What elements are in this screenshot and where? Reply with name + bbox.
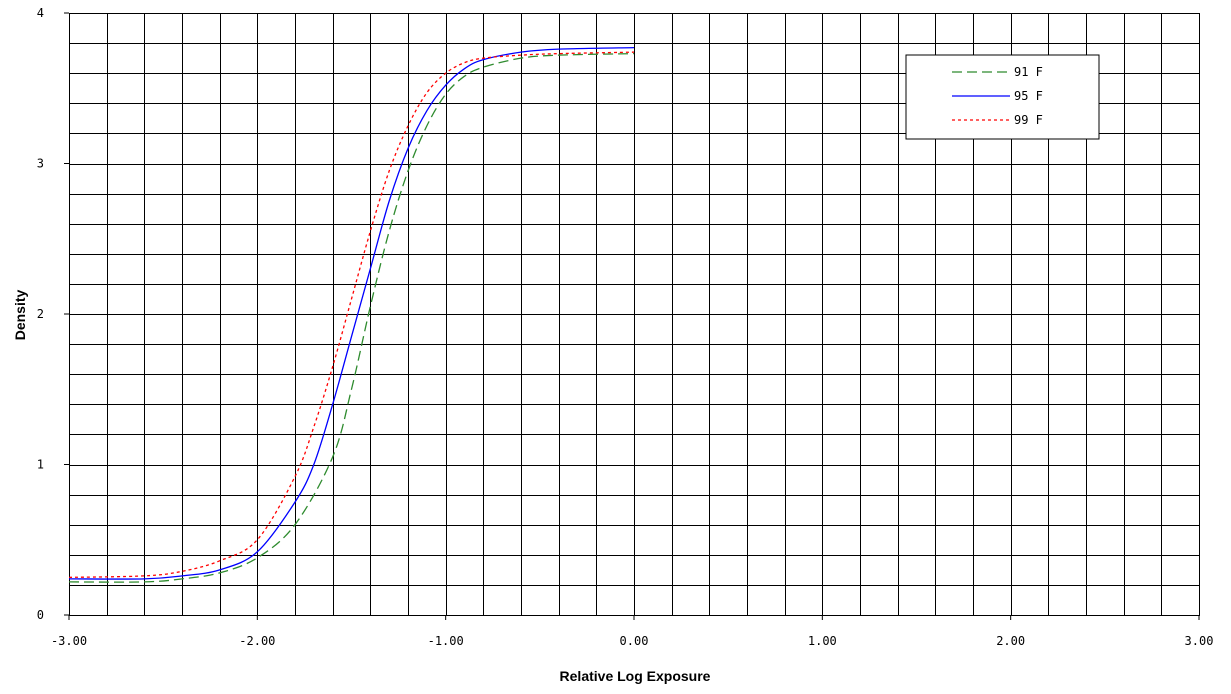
grid (69, 13, 1200, 616)
series-line-95-f (68, 46, 635, 580)
x-axis-title: Relative Log Exposure (560, 668, 711, 684)
y-tick-label: 3 (37, 157, 44, 171)
legend-box (905, 54, 1100, 140)
y-tick-label: 1 (37, 458, 44, 472)
y-tick-label: 4 (37, 6, 44, 20)
y-axis-title: Density (12, 290, 28, 341)
x-tick-label: -1.00 (428, 634, 464, 648)
legend-label-95-f: 95 F (1014, 89, 1043, 103)
legend: 91 F 95 F 99 F (905, 54, 1100, 140)
x-tick-label: 3.00 (1185, 634, 1214, 648)
x-tick-label: 2.00 (996, 634, 1025, 648)
x-tick-label: 0.00 (620, 634, 649, 648)
series-lines (68, 46, 635, 583)
x-tick-label: -2.00 (239, 634, 275, 648)
series-line-99-f (68, 51, 635, 579)
y-tick-label: 2 (37, 307, 44, 321)
x-tick-label: -3.00 (51, 634, 87, 648)
axes: -3.00 -2.00 -1.00 0.00 1.00 2.00 3.00 0 1 2 3 4 (37, 6, 1214, 648)
series-line-91-f (68, 52, 635, 583)
legend-label-99-f: 99 F (1014, 113, 1043, 127)
y-tick-label: 0 (37, 608, 44, 622)
legend-label-91-f: 91 F (1014, 65, 1043, 79)
x-tick-label: 1.00 (808, 634, 837, 648)
